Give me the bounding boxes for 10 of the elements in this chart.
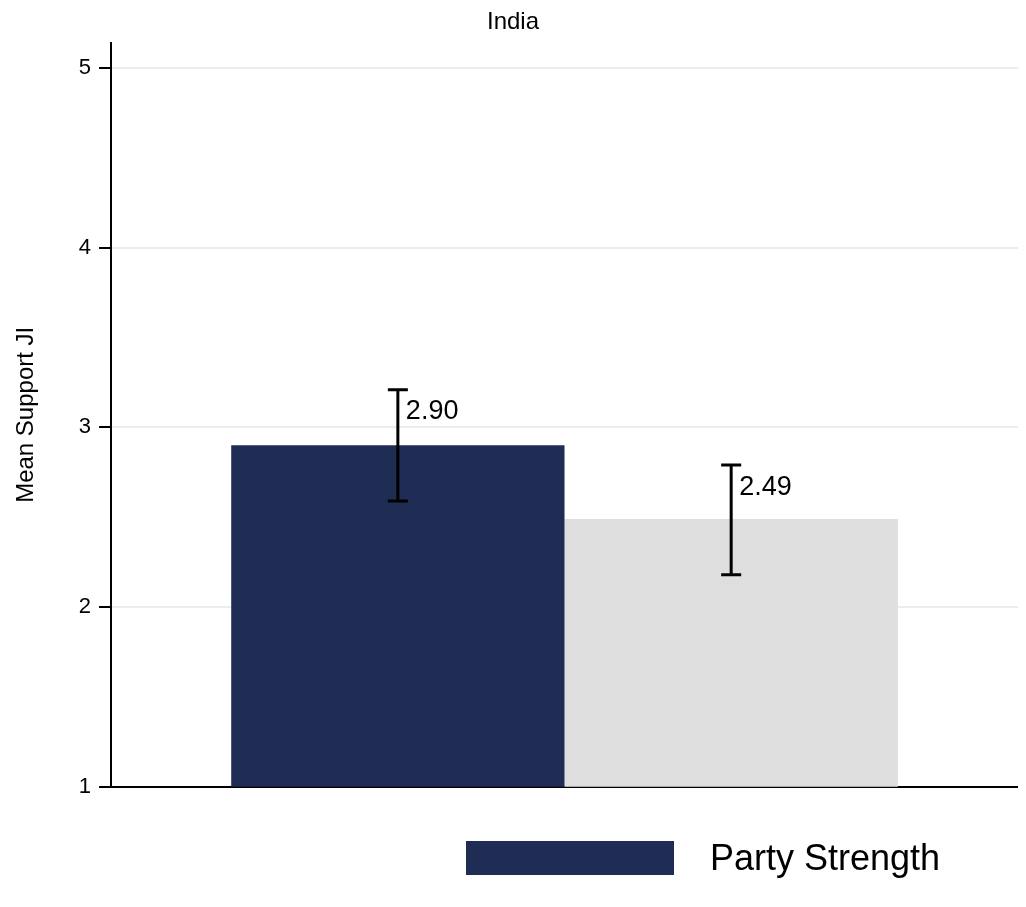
chart-title: India [486,7,540,35]
y-tick-label: 5 [78,54,92,80]
y-tick-label: 1 [78,772,92,798]
y-tick-label: 3 [78,413,92,439]
data-label: 2.49 [739,470,792,501]
text: Party Strength [709,837,941,879]
y-axis-title: Mean Support JI [11,326,39,503]
data-label: 2.90 [405,395,459,426]
y-tick-label: 2 [78,593,92,619]
y-tick-label: 4 [78,233,92,259]
